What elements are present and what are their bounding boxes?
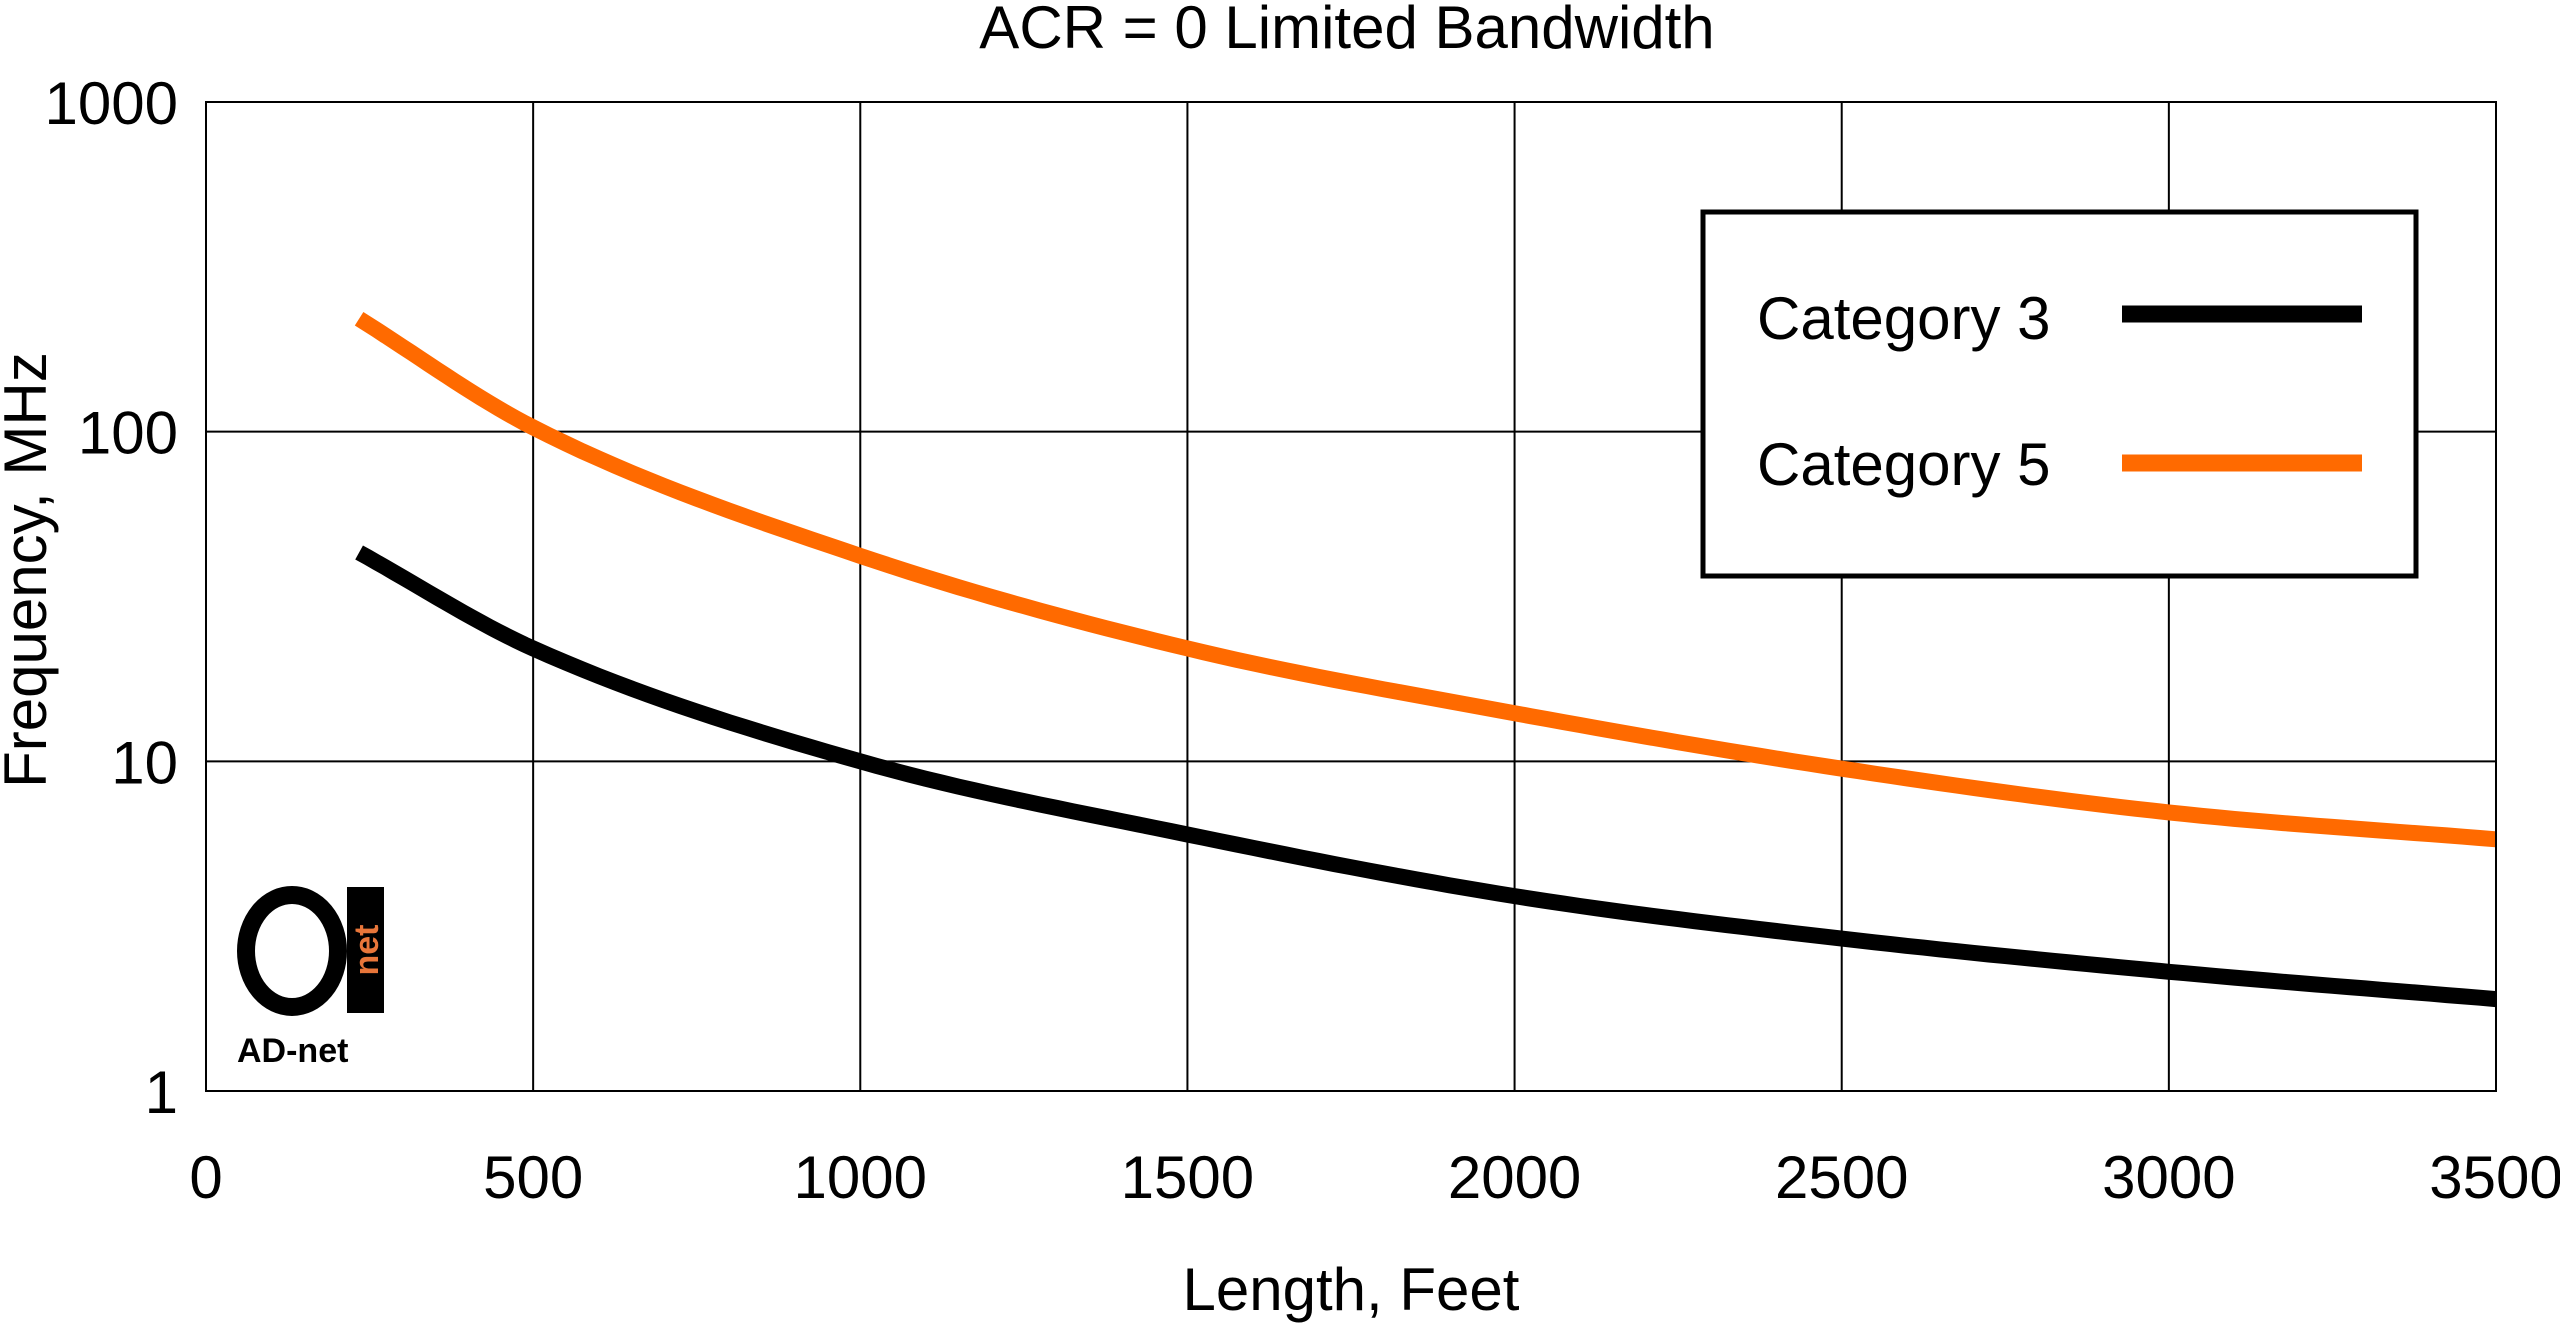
- y-tick-label: 10: [111, 729, 178, 796]
- x-tick-label: 1000: [794, 1144, 927, 1211]
- x-tick-label: 0: [189, 1144, 222, 1211]
- logo-ring: [237, 886, 347, 1016]
- legend-label-category-5: Category 5: [1757, 431, 2051, 498]
- x-tick-label: 500: [483, 1144, 583, 1211]
- x-tick-label: 2000: [1448, 1144, 1581, 1211]
- x-axis-label: Length, Feet: [1183, 1256, 1520, 1323]
- y-tick-label: 1000: [45, 70, 178, 137]
- logo-bar: [347, 887, 384, 1013]
- x-tick-label: 3500: [2429, 1144, 2560, 1211]
- plot-frame: [205, 101, 2497, 1092]
- logo-mark-text: net: [348, 925, 386, 976]
- logo-text: AD-net: [237, 1032, 348, 1070]
- x-tick-label: 3000: [2102, 1144, 2235, 1211]
- series-line-category-5: [354, 312, 2497, 848]
- y-axis-label: Frequency, MHz: [0, 352, 59, 788]
- x-tick-label: 1500: [1121, 1144, 1254, 1211]
- ad-net-logo: net AD-net: [237, 886, 386, 1070]
- y-tick-label: 100: [78, 400, 178, 467]
- x-tick-labels: 0 500 1000 1500 2000 2500 3000 3500: [189, 1144, 2560, 1211]
- y-tick-labels: 1 10 100 1000: [45, 70, 178, 1126]
- chart-title: ACR = 0 Limited Bandwidth: [979, 0, 1714, 61]
- series-line-category-3: [355, 545, 2497, 1008]
- legend-label-category-3: Category 3: [1757, 285, 2051, 352]
- x-tick-label: 2500: [1775, 1144, 1908, 1211]
- y-tick-label: 1: [145, 1059, 178, 1126]
- series-lines: [354, 312, 2497, 1008]
- legend-box: [1700, 209, 2419, 579]
- legend: Category 3 Category 5: [1700, 209, 2419, 579]
